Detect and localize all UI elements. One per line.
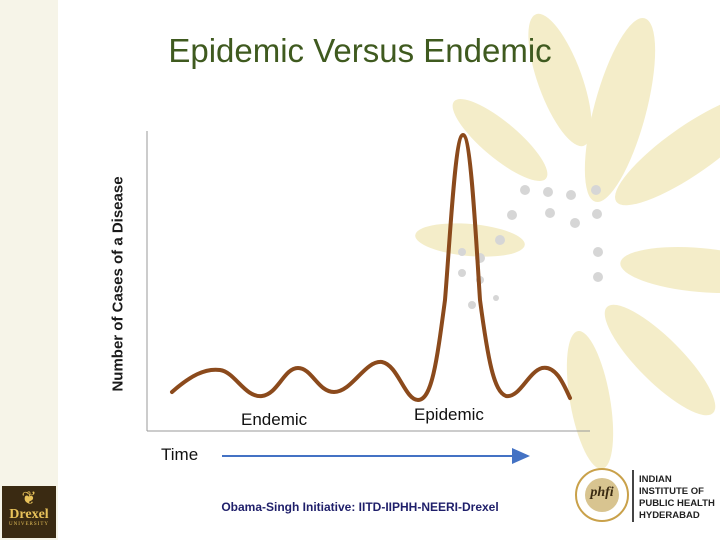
epidemic-label: Epidemic — [414, 405, 484, 424]
iiph-seal-icon: phfi — [575, 468, 629, 522]
endemic-label: Endemic — [241, 410, 308, 429]
sunburst-rays — [415, 13, 720, 470]
iiph-line-2: INSTITUTE OF — [639, 486, 704, 497]
dot-pattern — [458, 185, 603, 309]
drexel-subtitle: UNIVERSITY — [9, 522, 49, 527]
drexel-logo: ❦ Drexel UNIVERSITY — [2, 486, 56, 538]
disease-curve — [170, 133, 572, 402]
drexel-wordmark: Drexel — [9, 507, 49, 522]
logo-divider — [632, 470, 634, 522]
left-decor-bar — [0, 0, 58, 540]
credit-line: Obama-Singh Initiative: IITD-IIPHH-NEERI… — [221, 500, 499, 514]
iiph-line-3: PUBLIC HEALTH — [639, 498, 715, 509]
dragon-icon: ❦ — [21, 488, 37, 508]
time-label: Time — [161, 445, 199, 464]
iiph-line-1: INDIAN — [639, 474, 672, 485]
iiph-line-4: HYDERABAD — [639, 510, 700, 521]
slide-title: Epidemic Versus Endemic — [168, 32, 552, 69]
iiph-name: INDIAN INSTITUTE OF PUBLIC HEALTH HYDERA… — [639, 474, 715, 522]
